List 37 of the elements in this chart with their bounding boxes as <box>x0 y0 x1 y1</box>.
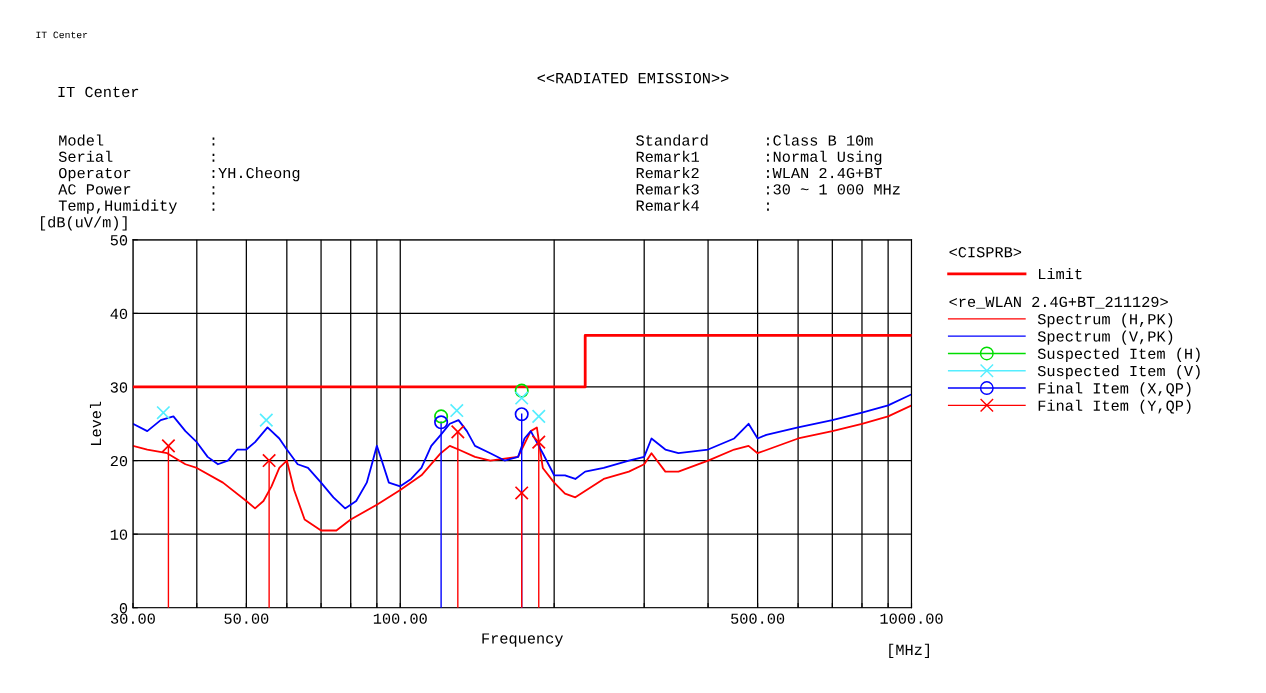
legend-title: <CISPRB> <box>949 247 1022 258</box>
legend-label: Spectrum (V,PK) <box>1037 330 1173 345</box>
text: Serial : <box>58 150 215 162</box>
text: IT Center <box>58 86 139 98</box>
legend-label: Final Item (X,QP) <box>1038 382 1191 397</box>
y-tick-label: 0 <box>119 603 128 614</box>
x-axis-title: Frequency <box>482 633 563 647</box>
y-tick-label: 30 <box>110 382 128 393</box>
legend-label: Suspected Item (H) <box>1037 347 1200 362</box>
x-tick-label: 30.00 <box>110 613 155 624</box>
text: Remark4 : <box>636 199 769 211</box>
text: Model : <box>59 134 215 146</box>
legend-label: Spectrum (H,PK) <box>1037 313 1173 328</box>
y-tick-label: 10 <box>110 529 128 540</box>
x-tick-label: 50.00 <box>224 613 269 624</box>
text: Standard :Class B 10m <box>636 134 873 146</box>
x-tick-label: 100.00 <box>373 613 427 624</box>
y-axis-title: Level <box>89 401 102 445</box>
text: [dB(uV/m)] <box>41 216 127 231</box>
x-tick-label: 500.00 <box>731 613 785 624</box>
legend-label: Final Item (Y,QP) <box>1038 399 1191 414</box>
text: Remark3 :30 ~ 1 000 MHz <box>636 183 900 195</box>
chart-title: <<RADIATED EMISSION>> <box>537 72 729 84</box>
text: Operator :YH.Cheong <box>59 167 300 182</box>
legend-label: Limit <box>1039 268 1082 280</box>
legend-label: Suspected Item (V) <box>1037 365 1200 380</box>
y-tick-label: 20 <box>110 455 128 467</box>
text: Remark1 :Normal Using <box>636 150 882 165</box>
text: AC Power : <box>58 184 215 195</box>
x-tick-label: 1000.00 <box>880 613 943 624</box>
text: Temp,Humidity : <box>58 199 215 214</box>
y-tick-label: 50 <box>110 235 128 246</box>
text: IT Center <box>36 31 88 39</box>
y-tick-label: 40 <box>110 308 128 320</box>
text: <re_WLAN 2.4G+BT_211129> <box>949 296 1168 309</box>
text: Remark2 :WLAN 2.4G+BT <box>636 167 883 179</box>
text: [MHz] <box>889 643 929 659</box>
